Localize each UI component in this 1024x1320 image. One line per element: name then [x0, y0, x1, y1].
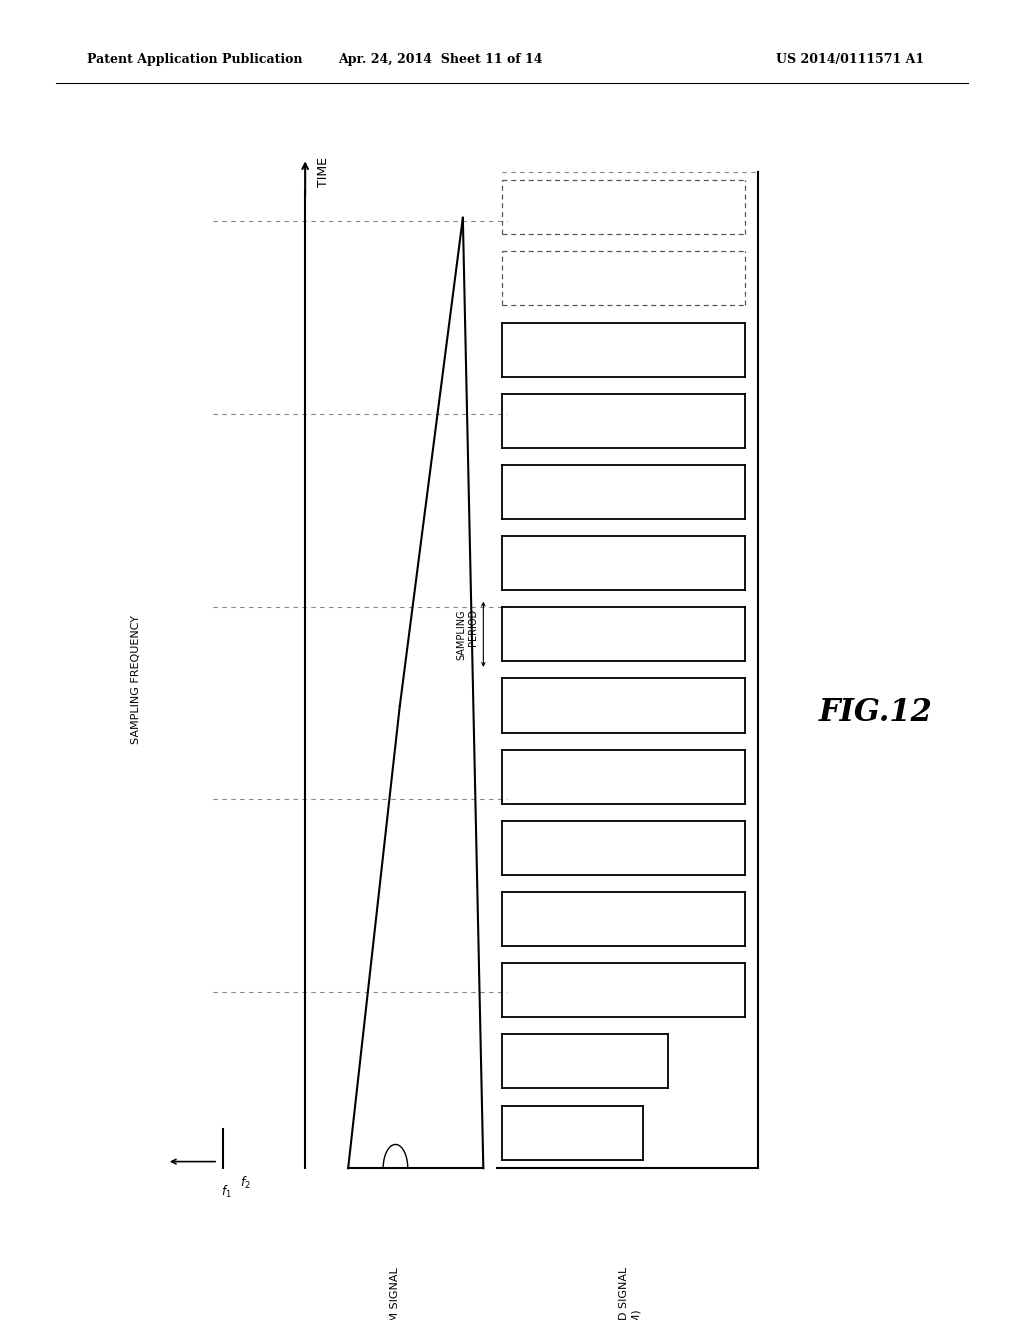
- Text: MODULATED SIGNAL
(PDM): MODULATED SIGNAL (PDM): [618, 1267, 641, 1320]
- Text: SAMPLING
PERIOD: SAMPLING PERIOD: [457, 609, 478, 660]
- Text: $f_2$: $f_2$: [240, 1175, 250, 1191]
- Text: Apr. 24, 2014  Sheet 11 of 14: Apr. 24, 2014 Sheet 11 of 14: [338, 53, 543, 66]
- Text: DRIVE WAVEFORM SIGNAL: DRIVE WAVEFORM SIGNAL: [390, 1267, 400, 1320]
- Text: SAMPLING FREQUENCY: SAMPLING FREQUENCY: [131, 615, 141, 744]
- Text: FIG.12: FIG.12: [818, 697, 933, 729]
- Text: US 2014/0111571 A1: US 2014/0111571 A1: [776, 53, 924, 66]
- Text: $f_1$: $f_1$: [221, 1184, 231, 1200]
- Text: Patent Application Publication: Patent Application Publication: [87, 53, 302, 66]
- Text: TIME: TIME: [317, 157, 331, 186]
